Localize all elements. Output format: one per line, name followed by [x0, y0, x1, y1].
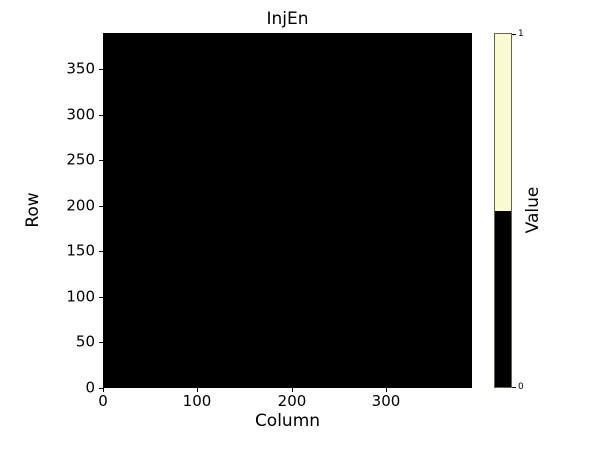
- y-tick-mark-250: [99, 160, 103, 161]
- y-tick-label: 350: [66, 59, 95, 78]
- x-tick-label: 200: [277, 392, 307, 410]
- x-tick-mark-0: [103, 388, 104, 392]
- y-tick-label: 200: [66, 196, 95, 215]
- y-tick-mark-150: [99, 251, 103, 252]
- x-tick-mark-200: [292, 388, 293, 392]
- colorbar-tick-mark-1: [512, 34, 516, 35]
- x-tick-label: 300: [371, 392, 401, 410]
- heatmap-axes[interactable]: [103, 33, 472, 388]
- y-tick-label: 300: [66, 105, 95, 124]
- x-tick-label: 0: [98, 392, 108, 410]
- y-tick-label: 50: [75, 332, 95, 351]
- colorbar-label: Value: [523, 186, 543, 234]
- page-title: InjEn: [266, 9, 309, 29]
- y-tick-mark-300: [99, 115, 103, 116]
- x-tick-mark-300: [386, 388, 387, 392]
- x-tick-label: 100: [182, 392, 212, 410]
- heatmap-image: [104, 34, 471, 387]
- y-tick-mark-200: [99, 206, 103, 207]
- y-tick-label: 0: [85, 378, 95, 397]
- x-axis-label: Column: [254, 411, 321, 431]
- y-tick-mark-100: [99, 297, 103, 298]
- colorbar-tick-mark-0: [512, 387, 516, 388]
- colorbar-segment-high: [495, 34, 511, 211]
- colorbar-tick-label: 0: [518, 382, 524, 392]
- y-tick-mark-0: [99, 388, 103, 389]
- y-tick-label: 250: [66, 150, 95, 169]
- colorbar[interactable]: [494, 33, 512, 388]
- colorbar-segment-low: [495, 210, 511, 387]
- y-tick-label: 150: [66, 241, 95, 260]
- colorbar-tick-label: 1: [518, 29, 524, 39]
- y-tick-label: 100: [66, 287, 95, 306]
- y-axis-label: Row: [23, 192, 43, 228]
- y-tick-mark-350: [99, 69, 103, 70]
- x-tick-mark-100: [197, 388, 198, 392]
- y-tick-mark-50: [99, 342, 103, 343]
